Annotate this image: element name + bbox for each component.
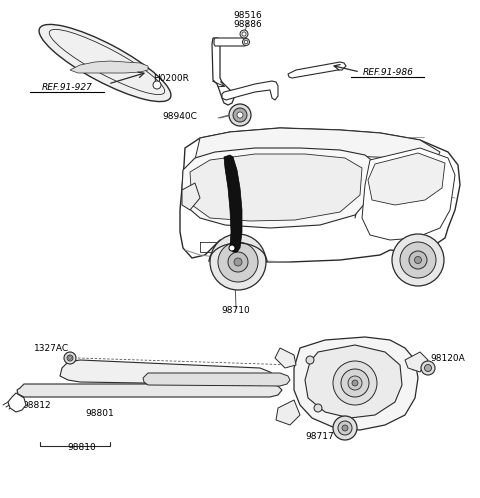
Polygon shape bbox=[276, 400, 300, 425]
Polygon shape bbox=[275, 348, 296, 368]
Circle shape bbox=[64, 352, 76, 364]
Circle shape bbox=[218, 242, 258, 282]
Circle shape bbox=[421, 361, 435, 375]
Circle shape bbox=[69, 357, 71, 359]
Circle shape bbox=[348, 376, 362, 390]
Circle shape bbox=[153, 81, 161, 89]
Circle shape bbox=[244, 40, 248, 44]
Polygon shape bbox=[362, 148, 455, 240]
Text: REF.91-927: REF.91-927 bbox=[42, 83, 93, 92]
Circle shape bbox=[242, 38, 250, 45]
Ellipse shape bbox=[49, 29, 165, 95]
Polygon shape bbox=[60, 360, 275, 385]
Polygon shape bbox=[182, 183, 200, 210]
Circle shape bbox=[314, 404, 322, 412]
Circle shape bbox=[229, 104, 251, 126]
Polygon shape bbox=[224, 155, 242, 252]
Polygon shape bbox=[294, 337, 418, 430]
Circle shape bbox=[67, 355, 73, 361]
Polygon shape bbox=[405, 352, 428, 372]
Polygon shape bbox=[70, 61, 148, 73]
Text: H0200R: H0200R bbox=[153, 74, 189, 83]
Text: 98710: 98710 bbox=[222, 305, 251, 315]
Circle shape bbox=[409, 251, 427, 269]
Circle shape bbox=[415, 256, 421, 263]
Circle shape bbox=[342, 425, 348, 431]
Circle shape bbox=[233, 108, 247, 122]
Circle shape bbox=[424, 365, 432, 372]
Circle shape bbox=[240, 30, 248, 38]
Circle shape bbox=[333, 361, 377, 405]
Circle shape bbox=[306, 356, 314, 364]
Ellipse shape bbox=[39, 24, 171, 102]
Circle shape bbox=[341, 369, 369, 397]
Polygon shape bbox=[182, 148, 375, 228]
Circle shape bbox=[234, 258, 242, 266]
Polygon shape bbox=[214, 38, 246, 46]
Text: 98801: 98801 bbox=[85, 408, 114, 417]
Text: 98516: 98516 bbox=[234, 10, 263, 19]
Circle shape bbox=[228, 252, 248, 272]
Text: 98940C: 98940C bbox=[162, 112, 197, 121]
Text: 1327AC: 1327AC bbox=[35, 344, 70, 353]
Polygon shape bbox=[180, 128, 460, 262]
Text: 98812: 98812 bbox=[22, 400, 50, 409]
Circle shape bbox=[229, 245, 235, 251]
Circle shape bbox=[338, 421, 352, 435]
Polygon shape bbox=[190, 154, 362, 221]
Text: 9885RR: 9885RR bbox=[230, 378, 266, 387]
Polygon shape bbox=[193, 128, 440, 168]
Text: 98120A: 98120A bbox=[430, 354, 465, 363]
Text: 98810: 98810 bbox=[68, 443, 96, 452]
Circle shape bbox=[400, 242, 436, 278]
Circle shape bbox=[392, 234, 444, 286]
Text: 98717: 98717 bbox=[306, 431, 335, 441]
Polygon shape bbox=[288, 62, 346, 78]
Text: 98886: 98886 bbox=[234, 19, 263, 28]
Polygon shape bbox=[222, 81, 278, 100]
Circle shape bbox=[333, 416, 357, 440]
Polygon shape bbox=[8, 393, 26, 412]
Polygon shape bbox=[143, 373, 290, 386]
Circle shape bbox=[237, 112, 243, 118]
Polygon shape bbox=[368, 153, 445, 205]
Polygon shape bbox=[305, 345, 402, 418]
Polygon shape bbox=[17, 384, 282, 397]
Text: REF.91-986: REF.91-986 bbox=[362, 68, 413, 77]
Circle shape bbox=[210, 234, 266, 290]
Circle shape bbox=[242, 32, 246, 36]
Polygon shape bbox=[212, 38, 234, 105]
Circle shape bbox=[352, 380, 358, 386]
